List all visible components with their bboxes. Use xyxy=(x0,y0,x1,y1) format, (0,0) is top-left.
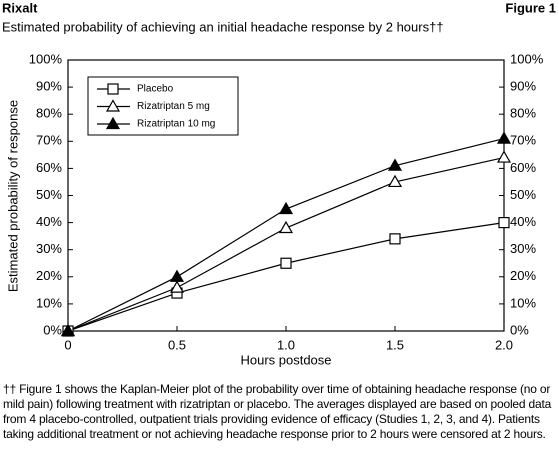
series-line xyxy=(67,138,505,332)
marker xyxy=(496,150,512,163)
y-tick-label: 100% xyxy=(29,51,63,66)
y-tick-label: 30% xyxy=(36,241,62,256)
y-tick-label: 20% xyxy=(36,268,62,283)
marker xyxy=(389,233,401,245)
marker xyxy=(169,269,185,282)
marker xyxy=(498,217,510,229)
y-tick-label: 40% xyxy=(36,214,62,229)
y2-tick-label: 50% xyxy=(510,187,536,202)
figure-label: Figure 1 xyxy=(505,0,556,15)
y2-tick-label: 100% xyxy=(510,51,544,66)
y-tick-label: 50% xyxy=(36,187,62,202)
title: Rixalt xyxy=(2,0,38,15)
marker xyxy=(278,201,294,215)
subtitle: Estimated probability of achieving an in… xyxy=(2,19,444,34)
x-tick-label: 0 xyxy=(64,337,71,352)
legend-label: Rizatriptan 10 mg xyxy=(137,119,215,130)
x-axis-label: Hours postdose xyxy=(240,352,331,367)
legend-label: Placebo xyxy=(137,84,174,95)
marker xyxy=(280,257,292,269)
legend-label: Rizatriptan 5 mg xyxy=(137,101,210,112)
y-tick-label: 70% xyxy=(36,133,62,148)
y-tick-label: 60% xyxy=(36,160,62,175)
y-tick-label: 0% xyxy=(43,322,62,337)
marker xyxy=(278,220,294,234)
legend-marker xyxy=(105,116,121,130)
y2-tick-label: 0% xyxy=(510,322,529,337)
y2-tick-label: 20% xyxy=(510,268,536,283)
marker xyxy=(496,131,512,144)
series-line xyxy=(67,222,505,332)
y2-tick-label: 70% xyxy=(510,133,536,148)
x-tick-label: 1.5 xyxy=(386,337,404,352)
y2-tick-label: 10% xyxy=(510,295,536,310)
marker xyxy=(169,280,185,293)
series-line xyxy=(67,156,505,332)
y2-tick-label: 40% xyxy=(510,214,536,229)
marker xyxy=(387,174,403,188)
y2-tick-label: 30% xyxy=(510,241,536,256)
chart: Rixalt Figure 1 Estimated probability of… xyxy=(2,0,556,367)
y-tick-label: 10% xyxy=(36,295,62,310)
marker xyxy=(60,323,76,337)
y2-tick-label: 80% xyxy=(510,106,536,121)
y-tick-label: 90% xyxy=(36,79,62,94)
y-axis-label: Estimated probability of response xyxy=(5,100,20,292)
x-tick-label: 1.0 xyxy=(277,337,295,352)
y-tick-label: 80% xyxy=(36,106,62,121)
marker xyxy=(387,158,403,171)
footnote: †† Figure 1 shows the Kaplan-Meier plot … xyxy=(3,382,552,441)
legend-marker xyxy=(105,99,121,112)
y2-tick-label: 60% xyxy=(510,160,536,175)
x-tick-label: 0.5 xyxy=(168,337,186,352)
legend-marker xyxy=(107,83,119,95)
y2-tick-label: 90% xyxy=(510,79,536,94)
x-tick-label: 2.0 xyxy=(495,337,513,352)
